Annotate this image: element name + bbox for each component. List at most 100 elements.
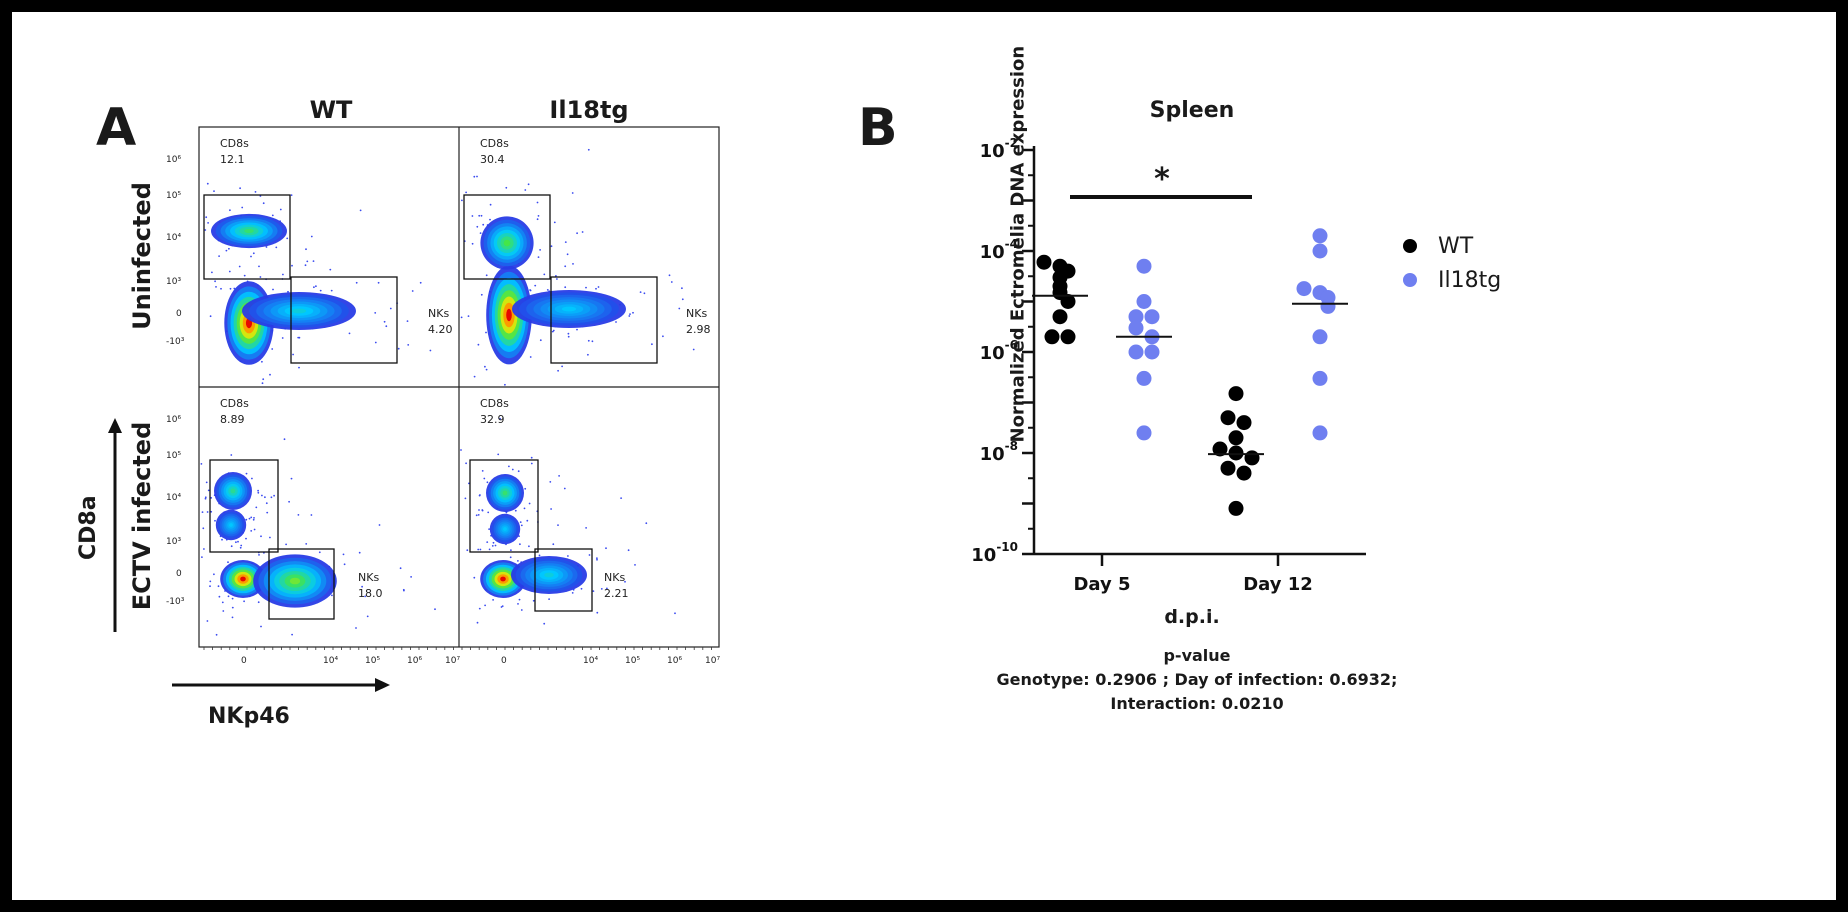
event-dot <box>537 215 540 217</box>
event-dot <box>487 511 490 514</box>
event-dot <box>588 554 591 556</box>
event-dot <box>269 373 271 376</box>
event-dot <box>343 563 346 566</box>
event-dot <box>460 316 463 319</box>
event-dot <box>473 175 476 178</box>
event-dot <box>678 307 681 310</box>
x-tick-label: Day 5 <box>1073 574 1130 595</box>
event-dot <box>576 232 578 235</box>
event-dot <box>205 481 208 484</box>
event-dot <box>260 535 262 538</box>
event-dot <box>643 292 646 295</box>
event-dot <box>329 268 332 271</box>
event-dot <box>553 221 556 224</box>
event-dot <box>204 497 207 500</box>
data-point <box>1296 281 1312 297</box>
flow-x-tick: 10⁶ <box>407 656 423 666</box>
event-dot <box>505 186 508 189</box>
event-dot <box>248 517 251 520</box>
event-dot <box>239 546 242 549</box>
event-dot <box>378 524 381 526</box>
data-point <box>1312 243 1328 259</box>
event-dot <box>261 494 263 497</box>
chart-title: Spleen <box>1149 98 1235 123</box>
event-dot <box>534 284 537 287</box>
event-dot <box>359 209 362 212</box>
event-dot <box>519 521 522 523</box>
event-dot <box>606 587 608 590</box>
event-dot <box>532 599 535 602</box>
event-dot <box>269 536 271 539</box>
flow-y-tick: 10³ <box>166 277 182 287</box>
series-wt <box>1032 254 1264 516</box>
event-dot <box>478 607 481 610</box>
event-dot <box>476 225 479 228</box>
event-dot <box>585 527 587 529</box>
event-dot <box>489 218 491 221</box>
flow-y-tick: 10⁵ <box>166 191 182 201</box>
pvalue-block: p-value Genotype: 0.2906 ; Day of infect… <box>967 644 1427 716</box>
event-dot <box>571 592 574 594</box>
event-dot <box>528 545 530 548</box>
data-point <box>1320 298 1336 314</box>
event-dot <box>273 494 275 497</box>
y-tick-label: 10-10 <box>971 540 1018 566</box>
event-dot <box>473 576 476 579</box>
event-dot <box>240 544 243 547</box>
event-dot <box>523 507 526 510</box>
event-dot <box>310 235 313 238</box>
event-dot <box>681 287 683 290</box>
event-dot <box>564 241 567 243</box>
data-point <box>1220 460 1236 476</box>
event-dot <box>312 260 315 262</box>
event-dot <box>479 548 482 551</box>
event-dot <box>471 242 474 245</box>
event-dot <box>265 246 268 248</box>
event-dot <box>214 519 216 522</box>
event-dot <box>508 465 510 468</box>
event-dot <box>478 214 481 217</box>
event-dot <box>227 561 229 564</box>
event-dot <box>468 482 470 485</box>
event-dot <box>624 580 626 583</box>
event-dot <box>298 366 300 369</box>
event-dot <box>374 341 377 344</box>
event-dot <box>258 554 260 556</box>
gate-label-cd8s-wt-ectv: CD8s 8.89 <box>220 397 249 426</box>
data-point <box>1228 430 1244 446</box>
event-dot <box>222 610 225 612</box>
event-dot <box>530 462 533 465</box>
event-dot <box>419 281 422 284</box>
gate-label-nks-il18tg-ectv: NKs 2.21 <box>604 571 629 600</box>
event-dot <box>218 255 220 257</box>
event-dot <box>615 321 617 323</box>
event-dot <box>258 265 260 268</box>
event-dot <box>287 290 289 293</box>
gate-label-cd8s-wt-uninf: CD8s 12.1 <box>220 137 249 166</box>
gate-label-nks-il18tg-uninf: NKs 2.98 <box>686 307 711 336</box>
event-dot <box>537 256 540 258</box>
data-point <box>1060 294 1076 309</box>
event-dot <box>645 522 648 525</box>
event-dot <box>491 545 494 547</box>
event-dot <box>271 214 274 217</box>
event-dot <box>477 548 480 551</box>
data-point <box>1128 344 1144 360</box>
data-point <box>1228 500 1244 516</box>
event-dot <box>556 278 558 280</box>
event-dot <box>486 541 489 543</box>
event-dot <box>304 264 307 267</box>
event-dot <box>471 215 474 217</box>
event-dot <box>407 344 410 346</box>
event-dot <box>479 494 481 496</box>
event-dot <box>227 595 230 598</box>
flow-y-tick: 10⁶ <box>166 415 182 425</box>
data-point <box>1144 309 1160 325</box>
event-dot <box>561 365 563 368</box>
event-dot <box>550 245 553 248</box>
event-dot <box>524 189 527 191</box>
event-dot <box>539 339 542 342</box>
event-dot <box>501 605 504 607</box>
event-dot <box>567 332 570 335</box>
event-dot <box>205 216 208 219</box>
